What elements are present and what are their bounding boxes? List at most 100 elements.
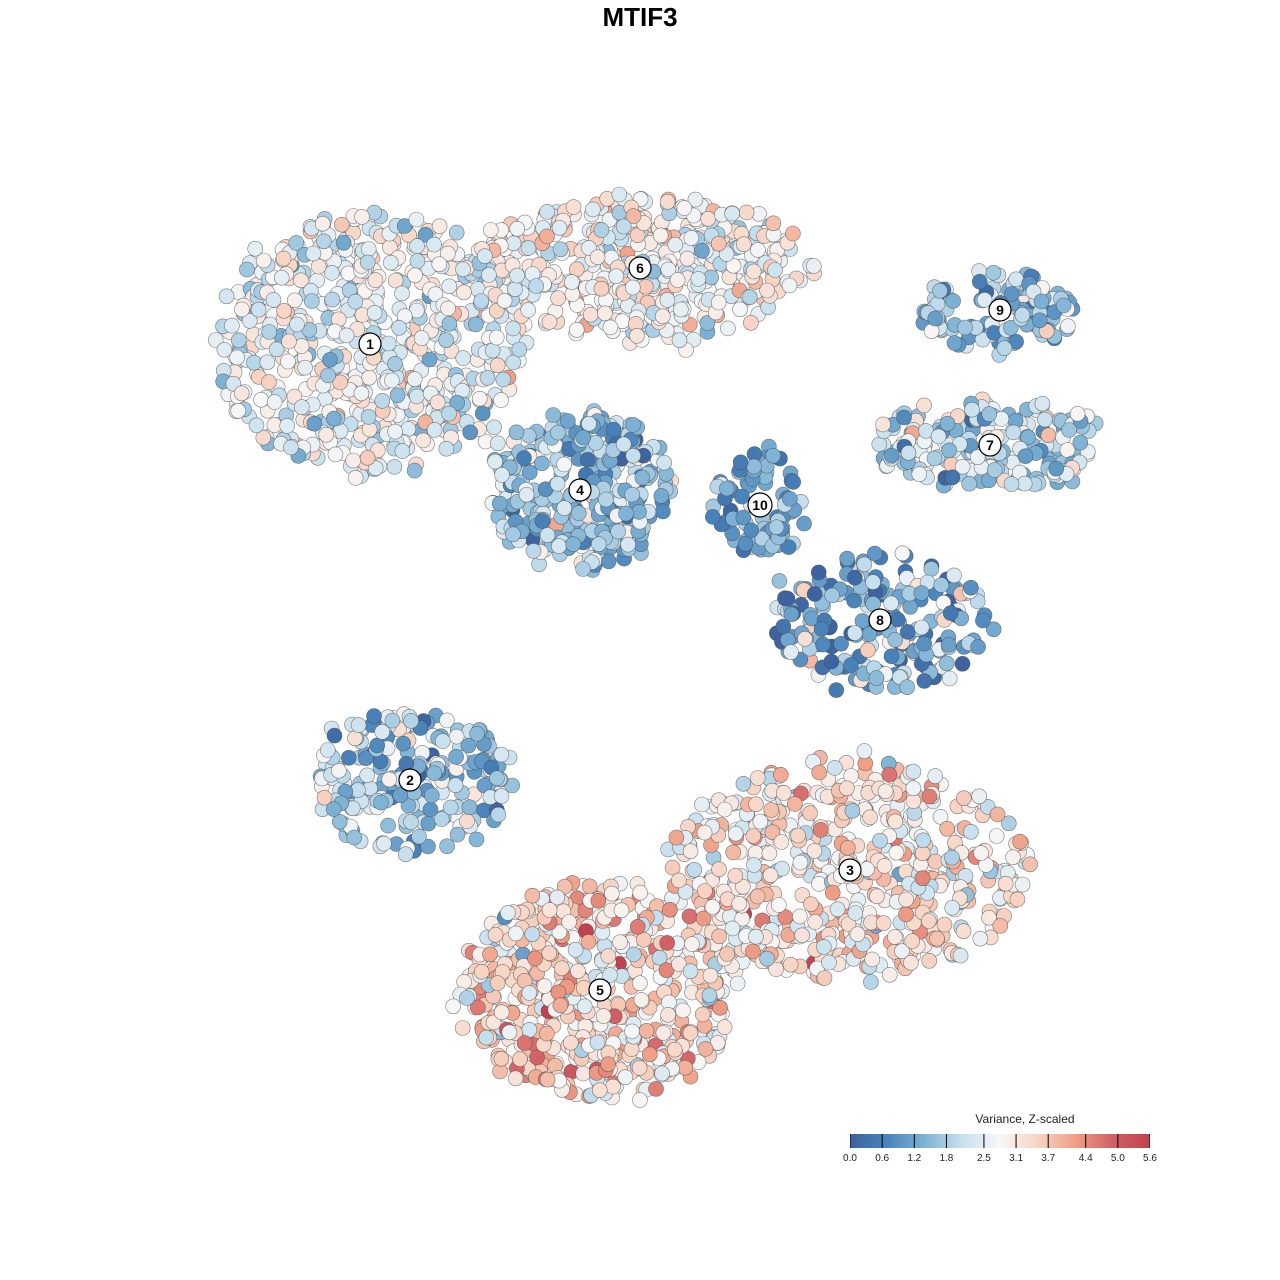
data-point [219,289,234,304]
data-point [603,320,618,335]
data-point [528,951,543,966]
data-point [736,237,751,252]
data-point [656,1025,671,1040]
data-point [956,791,971,806]
data-point [955,656,970,671]
data-point [888,632,903,647]
data-point [495,468,510,483]
data-point [552,220,567,235]
data-point [730,976,745,991]
data-point [248,241,263,256]
data-point [670,273,685,288]
data-point [869,889,884,904]
data-point [687,862,702,877]
legend-tick-label: 1.2 [907,1153,921,1164]
data-point [409,212,424,227]
legend-tick-label: 2.5 [977,1153,991,1164]
data-point [990,807,1005,822]
data-point [844,658,859,673]
data-point [508,1071,523,1086]
cluster-label-5: 5 [589,979,611,1001]
data-point [986,265,1001,280]
data-point [435,734,450,749]
data-point [726,845,741,860]
data-point [254,392,269,407]
data-point [791,828,806,843]
data-point [557,457,572,472]
data-point [942,443,957,458]
data-point [522,985,537,1000]
data-point [982,407,997,422]
data-point [655,504,670,519]
data-point [612,187,627,202]
data-point [368,273,383,288]
data-point [283,440,298,455]
data-point [341,750,356,765]
data-point [455,1021,470,1036]
data-point [576,562,591,577]
data-point [347,830,362,845]
data-point [553,242,568,257]
data-point [367,709,382,724]
data-point [825,885,840,900]
data-point [785,226,800,241]
data-point [667,1042,682,1057]
data-point [987,463,1002,478]
data-point [468,317,483,332]
data-point [490,358,505,373]
cluster-label-2: 2 [399,769,421,791]
data-point [361,242,376,257]
data-point [592,1083,607,1098]
data-point [614,903,629,918]
data-point [327,728,342,743]
cluster-label-text: 8 [876,612,884,628]
data-point [941,637,956,652]
data-point [882,767,897,782]
data-point [901,445,916,460]
data-point [542,946,557,961]
data-point [942,671,957,686]
data-point [485,343,500,358]
data-point [711,236,726,251]
data-point [736,510,751,525]
data-point [937,917,952,932]
data-point [866,575,881,590]
data-point [542,314,557,329]
data-point [839,781,854,796]
cluster-label-text: 10 [752,497,768,513]
data-point [412,829,427,844]
data-point [450,827,465,842]
data-point [739,205,754,220]
data-point [671,873,686,888]
data-point [914,620,929,635]
data-point [396,736,411,751]
data-point [962,476,977,491]
data-point [773,767,788,782]
data-point [743,315,758,330]
data-point [678,1060,693,1075]
data-point [725,921,740,936]
data-point [430,395,445,410]
data-point [336,235,351,250]
data-point [571,506,586,521]
data-point [720,947,735,962]
data-point [276,251,291,266]
data-point [872,437,887,452]
data-point [456,351,471,366]
data-point [806,259,821,274]
data-point [634,992,649,1007]
data-point [601,949,616,964]
data-point [506,321,521,336]
data-point [776,619,791,634]
data-point [443,800,458,815]
data-point [719,481,734,496]
data-point [494,1005,509,1020]
data-point [895,546,910,561]
legend-tick-label: 3.1 [1009,1153,1023,1164]
data-point [630,328,645,343]
data-point [655,1066,670,1081]
data-point [554,961,569,976]
cluster-label-text: 3 [846,862,854,878]
data-point [564,275,579,290]
data-point [691,271,706,286]
